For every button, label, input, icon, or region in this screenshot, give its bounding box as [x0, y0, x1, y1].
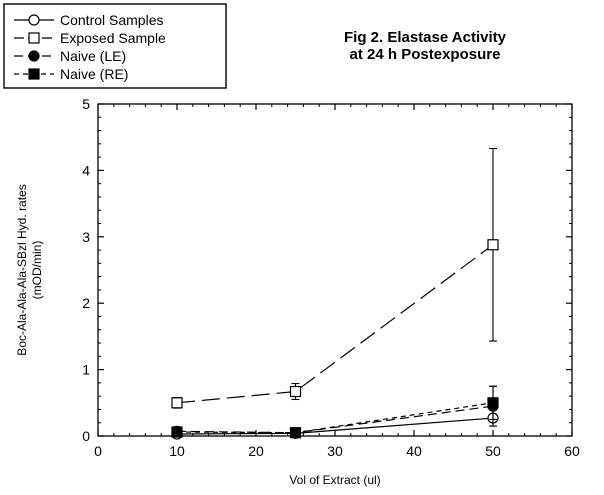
data-point [289, 427, 302, 439]
x-tick-label: 50 [485, 443, 501, 459]
y-tick-label: 5 [82, 96, 90, 112]
legend-label: Naive (LE) [60, 48, 126, 64]
x-axis-label: Vol of Extract (ul) [289, 473, 380, 487]
series-open-square [171, 147, 499, 409]
legend-marker [28, 50, 40, 62]
x-tick-label: 30 [327, 443, 343, 459]
x-tick-label: 0 [94, 443, 102, 459]
series-filled-square [171, 385, 499, 439]
legend-label: Exposed Sample [60, 30, 166, 46]
chart-title-line: at 24 h Postexposure [350, 46, 501, 63]
series-layer [171, 147, 499, 440]
y-tick-label: 4 [82, 162, 90, 178]
x-tick-label: 20 [248, 443, 264, 459]
chart-title-line: Fig 2. Elastase Activity [344, 29, 507, 46]
series-line [176, 244, 494, 404]
x-tick-label: 40 [406, 443, 422, 459]
y-tick-label: 2 [82, 295, 90, 311]
legend-label: Naive (RE) [60, 66, 128, 82]
axes: 0 10 20 30 40 50 60 0 1 2 3 4 5 Vol of Extract (ul) Bo… [15, 96, 580, 487]
y-tick-label: 1 [82, 362, 90, 378]
data-point [171, 426, 183, 438]
series-line [176, 402, 494, 434]
y-tick-label: 0 [82, 428, 90, 444]
plot-frame [97, 103, 573, 437]
legend-marker [28, 14, 40, 26]
data-point [487, 397, 499, 409]
data-point [171, 397, 183, 409]
y-axis-label-line: (mOD/min) [30, 241, 44, 300]
legend-marker [28, 68, 40, 80]
legend: Control Samples Exposed Sample Naive (LE) N… [3, 3, 227, 89]
legend-marker [28, 32, 40, 44]
y-tick-label: 3 [82, 229, 90, 245]
y-axis-label-line: Boc-Ala-Ala-Ala-SBzl Hyd. rates [15, 184, 29, 355]
legend-label: Control Samples [60, 12, 164, 28]
y-axis-label: Boc-Ala-Ala-Ala-SBzl Hyd. rates (mOD/min) [15, 184, 44, 355]
data-point [487, 239, 499, 251]
x-tick-label: 60 [564, 443, 580, 459]
x-tick-label: 10 [169, 443, 185, 459]
data-point [289, 385, 302, 398]
